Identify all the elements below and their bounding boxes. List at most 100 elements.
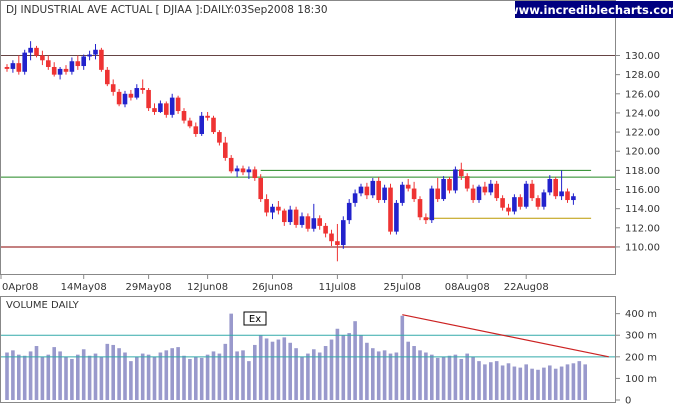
volume-bar xyxy=(34,346,39,400)
volume-bar xyxy=(140,353,145,400)
candle-body xyxy=(110,84,116,92)
candle-down xyxy=(140,79,145,94)
volume-trend-line xyxy=(402,314,609,358)
candle-up xyxy=(488,179,494,196)
candle-body xyxy=(335,241,340,246)
candle-down xyxy=(293,206,299,228)
candle-up xyxy=(158,100,163,113)
volume-bar xyxy=(306,353,310,400)
candle-body xyxy=(105,69,110,85)
volume-bar xyxy=(123,352,127,400)
candle-body xyxy=(93,49,98,55)
volume-bar xyxy=(489,362,493,400)
candle-body xyxy=(276,206,281,211)
candle-body xyxy=(571,196,576,201)
candle-body xyxy=(193,126,199,134)
volume-bar xyxy=(64,356,68,400)
volume-bar xyxy=(276,339,281,400)
date-tick-label: 0Apr08 xyxy=(2,282,38,293)
candle-down xyxy=(116,89,122,107)
candlestick-series xyxy=(4,41,576,262)
candle-up xyxy=(169,93,175,118)
candle-down xyxy=(435,178,440,202)
candle-body xyxy=(134,88,140,98)
candle-body xyxy=(299,216,305,225)
candle-down xyxy=(506,203,511,216)
candle-body xyxy=(63,68,69,72)
candle-body xyxy=(99,49,104,70)
candle-up xyxy=(287,205,293,225)
candle-body xyxy=(75,61,81,67)
brand-text[interactable]: www.incrediblecharts.com xyxy=(508,3,675,17)
candle-down xyxy=(16,55,22,75)
candle-body xyxy=(488,183,494,193)
candle-up xyxy=(441,176,446,201)
volume-tick-label: 300 m xyxy=(625,331,657,342)
candle-body xyxy=(523,183,529,207)
candle-body xyxy=(199,115,204,134)
candle-body xyxy=(264,199,269,213)
date-tick-label: 08Aug08 xyxy=(445,282,490,293)
date-tick-label: 11Jul08 xyxy=(319,282,357,293)
candle-body xyxy=(152,108,157,112)
candle-down xyxy=(51,62,57,77)
price-tick-label: 128.00 xyxy=(625,70,660,81)
volume-bar xyxy=(158,352,163,400)
candle-body xyxy=(4,66,10,69)
candle-body xyxy=(512,197,517,212)
candle-body xyxy=(453,169,458,191)
candle-body xyxy=(405,184,411,189)
volume-bar xyxy=(459,358,464,400)
candle-body xyxy=(429,188,435,221)
ex-dividend-marker[interactable]: Ex xyxy=(243,311,267,326)
brand-badge[interactable]: www.incrediblecharts.com xyxy=(508,1,675,18)
volume-bar xyxy=(164,350,169,400)
volume-bar xyxy=(583,364,587,400)
date-tick-label: 26Jun08 xyxy=(252,282,293,293)
candle-down xyxy=(459,162,464,180)
candle-up xyxy=(341,216,346,249)
candle-body xyxy=(258,178,263,200)
candle-body xyxy=(305,216,311,229)
candle-down xyxy=(240,165,246,176)
candle-down xyxy=(40,50,45,66)
candle-up xyxy=(346,199,352,224)
candle-down xyxy=(258,174,263,202)
candle-body xyxy=(10,63,16,69)
date-tick-label: 22Aug08 xyxy=(504,282,549,293)
candle-down xyxy=(99,47,104,72)
date-tick-label: 14May08 xyxy=(61,282,107,293)
volume-bar xyxy=(530,368,534,400)
candle-up xyxy=(270,203,275,220)
candle-body xyxy=(293,209,299,225)
candle-down xyxy=(565,188,570,203)
candle-body xyxy=(311,218,317,229)
candle-body xyxy=(364,186,370,196)
candle-body xyxy=(211,117,216,133)
volume-bar xyxy=(117,348,121,400)
candle-body xyxy=(16,63,22,72)
volume-tick-label: 400 m xyxy=(625,309,657,320)
volume-bar xyxy=(577,361,582,400)
volume-y-axis: 0 100 m 200 m 300 m 400 m xyxy=(615,309,657,407)
volume-bar xyxy=(418,350,422,400)
candle-body xyxy=(28,47,33,53)
candle-down xyxy=(63,65,69,75)
candle-body xyxy=(382,187,387,201)
volume-bar xyxy=(353,321,357,400)
volume-bar xyxy=(400,315,405,400)
candle-body xyxy=(116,91,122,105)
candle-body xyxy=(535,198,541,207)
volume-bar xyxy=(258,335,263,400)
candle-body xyxy=(547,178,553,193)
candle-body xyxy=(358,186,364,194)
candle-body xyxy=(240,168,246,173)
candle-down xyxy=(223,136,228,161)
candle-down xyxy=(529,179,535,201)
candle-down xyxy=(405,178,411,192)
candle-body xyxy=(500,198,505,208)
volume-bar xyxy=(376,351,381,400)
candle-body xyxy=(329,233,334,242)
candle-body xyxy=(187,120,193,127)
candle-down xyxy=(105,66,110,87)
